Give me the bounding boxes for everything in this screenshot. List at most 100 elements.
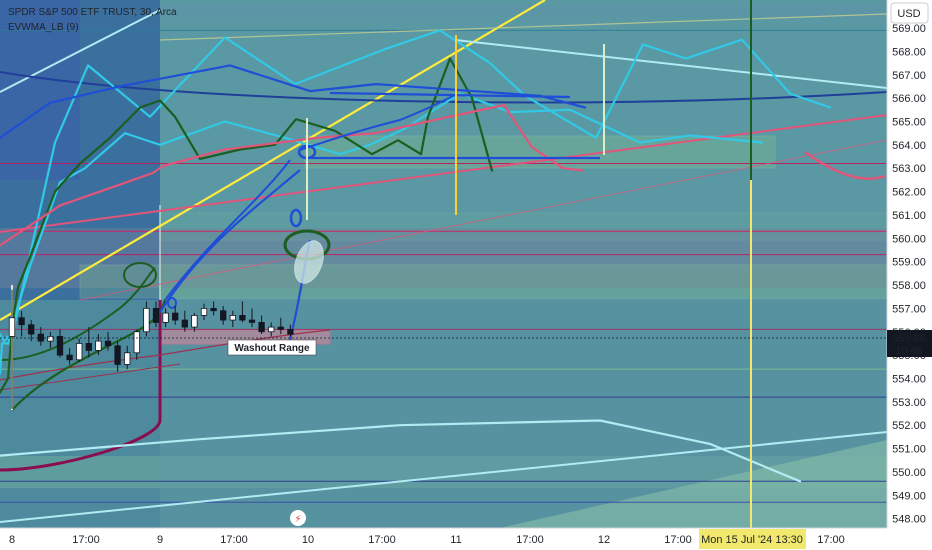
candle-body (104, 340, 112, 347)
indicator-line (0, 419, 802, 483)
candle-body (172, 312, 179, 321)
candle-body (124, 352, 131, 365)
zone-box (79, 264, 888, 299)
trend-line-yellow (0, 0, 546, 321)
price-tick-label: 549.00 (892, 490, 926, 502)
candle-body (28, 324, 35, 335)
price-tick-label: 564.00 (892, 140, 926, 152)
currency-button[interactable] (890, 2, 929, 24)
time-tick-label: 17:00 (817, 534, 845, 546)
candle-body (8, 317, 16, 337)
price-ticks: 548.00 549.00 550.00 551.00 552.00 553.00 554.… (892, 23, 926, 526)
candle-body (210, 307, 217, 312)
time-tick-label: 9 (157, 534, 163, 546)
time-tick-label: 12 (598, 534, 610, 546)
candle-body (76, 343, 83, 361)
hand-drawn-marks (123, 91, 600, 341)
price-tick-label: 567.00 (892, 70, 926, 82)
time-tick-label: 17:00 (72, 534, 100, 546)
indicator-line (0, 64, 587, 139)
price-tick-label: 569.00 (892, 23, 926, 35)
blue-loop (167, 297, 177, 309)
symbol-title: SPDR S&P 500 ETF TRUST, 30, Arca (8, 7, 177, 18)
price-tick-label: 562.00 (892, 187, 926, 199)
curve-maroon-thin (0, 329, 331, 381)
candle-body (181, 319, 188, 328)
zone-box (159, 212, 888, 241)
price-tick-label: 560.00 (892, 233, 926, 245)
replay-button[interactable]: ⚡ (290, 510, 306, 526)
crosshair-time-tag: Mon 15 Jul '24 13:30 (699, 529, 806, 549)
currency-label: USD (897, 8, 920, 20)
candle-body (85, 343, 92, 351)
price-tick-label: 559.00 (892, 257, 926, 269)
candle-body (220, 310, 227, 321)
candle-body (133, 331, 140, 354)
horizontal-levels (0, 29, 887, 503)
candle-body (37, 333, 44, 342)
price-tick-label: 565.00 (892, 116, 926, 128)
highlight-ellipse (294, 240, 324, 284)
trend-line-light-cyan (0, 9, 161, 93)
blue-drawing (164, 159, 291, 301)
time-tick-label: 11 (450, 534, 461, 546)
candle-body (152, 307, 160, 323)
time-tick-label: 17:00 (220, 534, 248, 546)
candle-body (143, 307, 150, 333)
candle-body (47, 336, 54, 342)
lightning-icon: ⚡ (294, 514, 301, 525)
candlesticks (8, 289, 294, 409)
candle-body (95, 340, 102, 351)
candle-body (162, 312, 169, 323)
candle-body (248, 319, 256, 323)
price-tick-label: 553.00 (892, 397, 926, 409)
blue-loop (289, 208, 303, 228)
price-tick-label: 568.00 (892, 46, 926, 58)
time-axis[interactable]: 8 17:00 9 17:00 10 17:00 11 17:00 12 17:00 17:00 M… (0, 527, 887, 550)
last-price-tag: 555.86 10:48 (887, 330, 932, 357)
last-price: 555.86 (892, 333, 926, 345)
price-tick-label: 566.00 (892, 93, 926, 105)
price-tick-label: 558.00 (892, 280, 926, 292)
curve-pink-tail (804, 150, 886, 180)
crosshair-time: Mon 15 Jul '24 13:30 (701, 534, 803, 546)
blue-drawing (329, 91, 571, 99)
price-tick-label: 550.00 (892, 467, 926, 479)
candle-body (287, 329, 294, 335)
price-tick-label: 554.00 (892, 373, 926, 385)
washout-range-label: Washout Range (234, 343, 310, 354)
trend-lines (0, 0, 888, 523)
candle-body (229, 314, 236, 321)
candle-body (258, 322, 265, 333)
time-ticks: 8 17:00 9 17:00 10 17:00 11 17:00 12 17:00 17:00 (9, 534, 845, 546)
chart-header: SPDR S&P 500 ETF TRUST, 30, Arca EVWMA_L… (8, 7, 177, 33)
time-tick-label: 17:00 (664, 534, 692, 546)
candle-body (200, 307, 208, 316)
candle-body (277, 326, 284, 330)
trend-line-light-cyan (454, 39, 888, 89)
time-tick-label: 17:00 (368, 534, 396, 546)
candle-body (239, 314, 246, 321)
price-tick-label: 561.00 (892, 210, 926, 222)
trend-line-light-cyan (0, 431, 888, 523)
candle-body (268, 326, 275, 333)
curve-navy (0, 71, 888, 104)
trend-line-pink (0, 114, 888, 233)
trend-line-khaki (159, 13, 888, 41)
countdown: 10:48 (895, 345, 923, 357)
time-tick-label: 8 (9, 534, 15, 546)
curve-maroon-thin (0, 363, 181, 391)
price-tick-label: 551.00 (892, 444, 926, 456)
price-tick-label: 557.00 (892, 303, 926, 315)
price-tick-label: 563.00 (892, 163, 926, 175)
price-tick-label: 552.00 (892, 420, 926, 432)
curve-maroon (0, 300, 162, 472)
trend-line-pink (79, 139, 888, 301)
curve-green-lower (0, 267, 156, 361)
price-tick-label: 548.00 (892, 514, 926, 526)
green-loop (123, 262, 157, 288)
blue-drawing (159, 169, 301, 313)
